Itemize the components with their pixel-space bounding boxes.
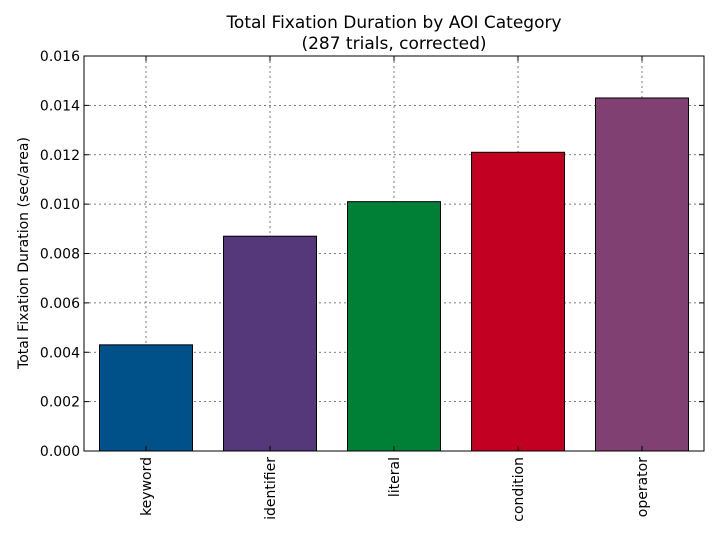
bar-keyword [99, 344, 193, 452]
bar-condition [471, 151, 565, 452]
bar-literal [347, 201, 441, 452]
y-tick-label: 0.000 [40, 444, 80, 460]
y-tick-label: 0.016 [40, 49, 80, 65]
y-tick-label: 0.014 [40, 98, 80, 114]
y-tick-label: 0.004 [40, 345, 80, 361]
bar-operator [595, 97, 689, 452]
chart-subtitle: (287 trials, corrected) [301, 34, 486, 54]
axis-ticks [84, 55, 704, 452]
y-tick-label: 0.010 [40, 197, 80, 213]
tick-labels: 0.000 0.002 0.004 0.006 0.008 0.010 0.012 0.014… [40, 49, 651, 522]
y-tick-label: 0.002 [40, 395, 80, 411]
y-axis-label: Total Fixation Duration (sec/area) [16, 137, 32, 370]
x-tick-label-operator: operator [635, 457, 651, 517]
x-tick-label-condition: condition [511, 457, 527, 522]
bar-identifier [223, 235, 317, 452]
x-tick-label-literal: literal [387, 457, 403, 497]
y-tick-label: 0.012 [40, 148, 80, 164]
bars [99, 97, 689, 452]
y-tick-label: 0.008 [40, 247, 80, 263]
chart-title: Total Fixation Duration by AOI Category [225, 13, 561, 33]
x-tick-label-keyword: keyword [139, 457, 155, 516]
y-tick-label: 0.006 [40, 296, 80, 312]
x-tick-label-identifier: identifier [263, 457, 279, 520]
